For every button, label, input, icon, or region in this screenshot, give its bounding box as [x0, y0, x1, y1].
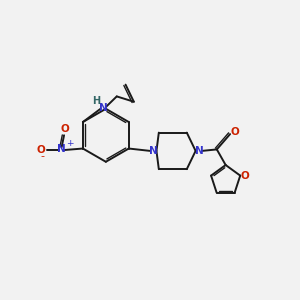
Text: N: N — [57, 144, 66, 154]
Text: N: N — [195, 146, 203, 156]
Text: +: + — [66, 139, 73, 148]
Text: O: O — [36, 145, 45, 155]
Text: N: N — [149, 146, 158, 157]
Text: O: O — [240, 171, 249, 181]
Text: H: H — [92, 95, 101, 106]
Text: O: O — [231, 127, 240, 137]
Text: N: N — [98, 103, 107, 113]
Text: O: O — [60, 124, 69, 134]
Text: -: - — [41, 152, 45, 161]
